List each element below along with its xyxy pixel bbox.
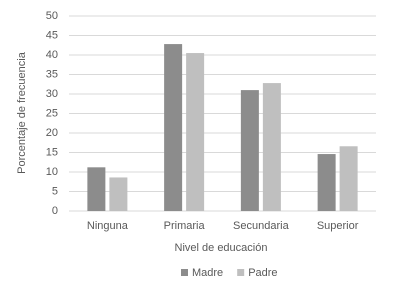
legend-label: Madre <box>192 267 223 279</box>
bar <box>109 177 128 211</box>
bar <box>87 167 106 211</box>
x-tick-label: Superior <box>317 220 359 232</box>
legend-swatch <box>237 269 245 276</box>
y-tick-label: 10 <box>46 166 58 178</box>
legend-label: Padre <box>248 267 277 279</box>
bar <box>240 90 259 211</box>
x-tick-label: Secundaria <box>233 220 290 232</box>
x-tick-label: Primaria <box>164 220 206 232</box>
x-axis-title: Nivel de educación <box>175 242 268 254</box>
bar <box>339 146 358 211</box>
y-tick-label: 30 <box>46 88 58 100</box>
x-tick-label: Ninguna <box>87 220 129 232</box>
y-tick-label: 5 <box>52 185 58 197</box>
y-tick-label: 25 <box>46 107 58 119</box>
y-tick-label: 50 <box>46 10 58 22</box>
y-tick-label: 15 <box>46 146 58 158</box>
bar <box>186 53 205 211</box>
y-tick-label: 45 <box>46 29 58 41</box>
y-tick-label: 40 <box>46 49 58 61</box>
bar <box>262 83 281 211</box>
legend-swatch <box>181 269 188 276</box>
bar <box>317 154 336 211</box>
bar <box>164 44 183 211</box>
y-tick-label: 20 <box>46 127 58 139</box>
y-tick-label: 0 <box>52 205 58 217</box>
y-axis-title: Porcentaje de frecuencia <box>16 51 28 174</box>
y-tick-label: 35 <box>46 68 58 80</box>
